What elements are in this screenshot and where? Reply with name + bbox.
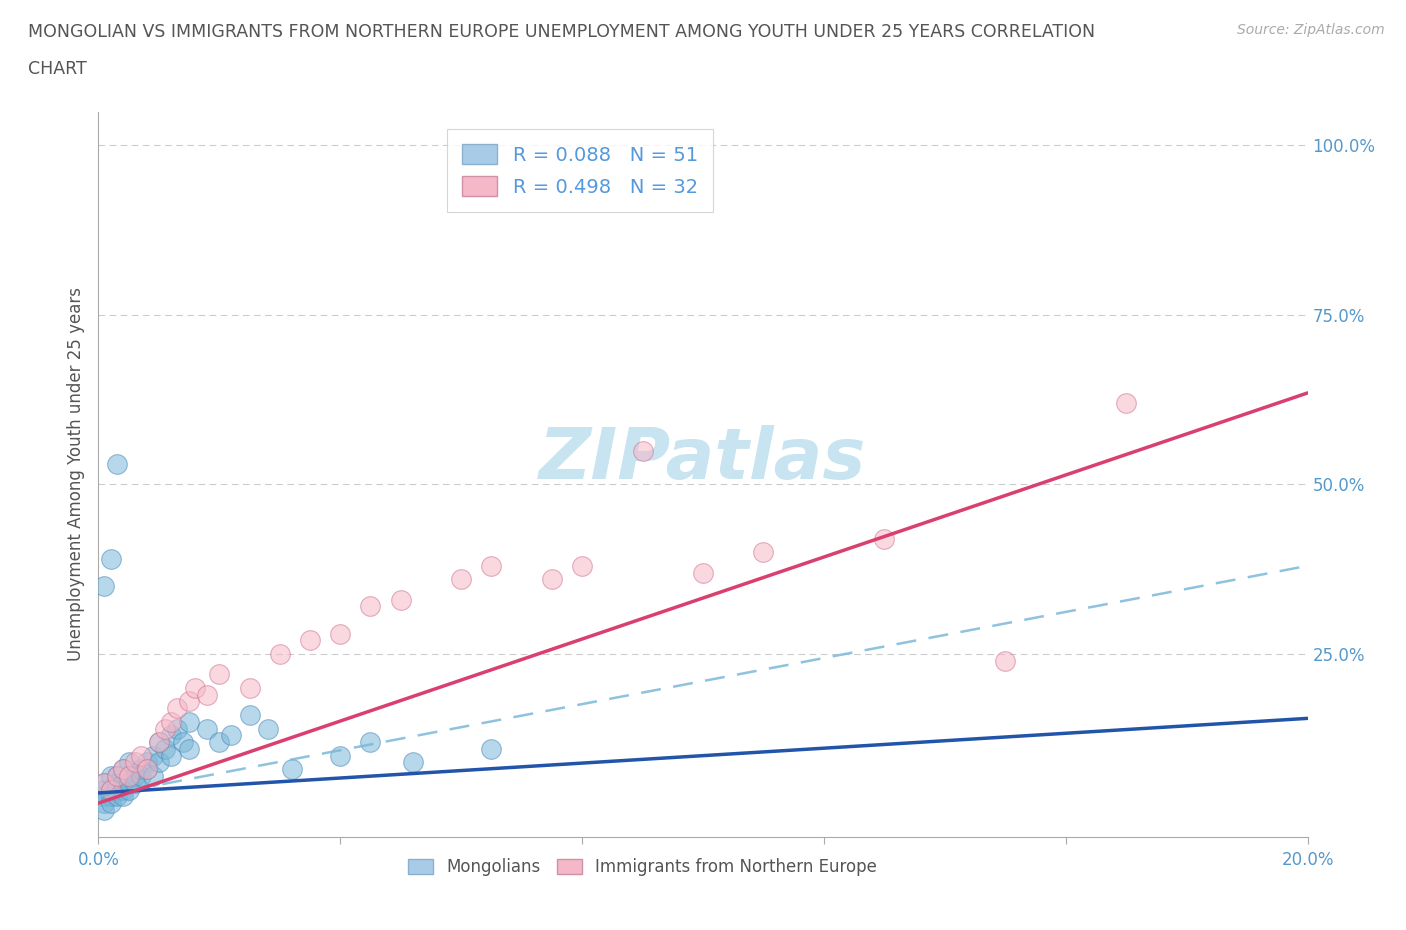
Point — [100, 796, 122, 811]
Point — [111, 782, 134, 797]
Point — [111, 789, 134, 804]
Point — [93, 796, 115, 811]
Point — [111, 776, 134, 790]
Point — [100, 768, 122, 783]
Point — [93, 789, 115, 804]
Point — [994, 653, 1017, 668]
Point — [239, 708, 262, 723]
Point — [111, 762, 134, 777]
Point — [179, 714, 201, 729]
Point — [124, 755, 146, 770]
Point — [124, 768, 146, 783]
Point — [135, 762, 157, 777]
Point — [221, 728, 243, 743]
Point — [148, 755, 170, 770]
Point — [153, 741, 176, 756]
Point — [100, 782, 122, 797]
Point — [124, 776, 146, 790]
Point — [93, 782, 115, 797]
Point — [873, 531, 896, 546]
Point — [153, 721, 176, 736]
Point — [129, 768, 152, 783]
Text: Source: ZipAtlas.com: Source: ZipAtlas.com — [1237, 23, 1385, 37]
Point — [118, 768, 141, 783]
Point — [481, 741, 503, 756]
Point — [269, 646, 291, 661]
Point — [93, 776, 115, 790]
Point — [135, 762, 157, 777]
Point — [148, 735, 170, 750]
Point — [329, 626, 352, 641]
Point — [135, 755, 157, 770]
Point — [389, 592, 412, 607]
Point — [179, 694, 201, 709]
Point — [160, 728, 183, 743]
Point — [360, 599, 382, 614]
Point — [166, 721, 188, 736]
Point — [195, 721, 218, 736]
Point — [100, 782, 122, 797]
Point — [402, 755, 425, 770]
Point — [129, 762, 152, 777]
Point — [631, 443, 654, 458]
Point — [172, 735, 194, 750]
Point — [160, 714, 183, 729]
Point — [118, 776, 141, 790]
Text: CHART: CHART — [28, 60, 87, 78]
Point — [692, 565, 714, 580]
Point — [571, 558, 593, 573]
Point — [281, 762, 304, 777]
Point — [179, 741, 201, 756]
Point — [105, 457, 128, 472]
Point — [111, 762, 134, 777]
Point — [93, 776, 115, 790]
Y-axis label: Unemployment Among Youth under 25 years: Unemployment Among Youth under 25 years — [66, 287, 84, 661]
Point — [450, 572, 472, 587]
Point — [195, 687, 218, 702]
Text: ZIPatlas: ZIPatlas — [540, 425, 866, 494]
Point — [256, 721, 278, 736]
Point — [208, 735, 231, 750]
Point — [208, 667, 231, 682]
Point — [239, 681, 262, 696]
Point — [1115, 395, 1137, 410]
Point — [100, 789, 122, 804]
Point — [299, 633, 322, 648]
Point — [481, 558, 503, 573]
Point — [148, 735, 170, 750]
Point — [142, 768, 165, 783]
Point — [160, 749, 183, 764]
Point — [329, 749, 352, 764]
Point — [360, 735, 382, 750]
Point — [100, 551, 122, 566]
Point — [93, 578, 115, 593]
Point — [118, 782, 141, 797]
Point — [93, 803, 115, 817]
Text: MONGOLIAN VS IMMIGRANTS FROM NORTHERN EUROPE UNEMPLOYMENT AMONG YOUTH UNDER 25 Y: MONGOLIAN VS IMMIGRANTS FROM NORTHERN EU… — [28, 23, 1095, 41]
Legend: Mongolians, Immigrants from Northern Europe: Mongolians, Immigrants from Northern Eur… — [401, 852, 884, 883]
Point — [184, 681, 207, 696]
Point — [752, 545, 775, 560]
Point — [118, 768, 141, 783]
Point — [142, 749, 165, 764]
Point — [105, 768, 128, 783]
Point — [105, 768, 128, 783]
Point — [105, 789, 128, 804]
Point — [166, 700, 188, 715]
Point — [118, 755, 141, 770]
Point — [540, 572, 562, 587]
Point — [129, 749, 152, 764]
Point — [105, 776, 128, 790]
Point — [105, 782, 128, 797]
